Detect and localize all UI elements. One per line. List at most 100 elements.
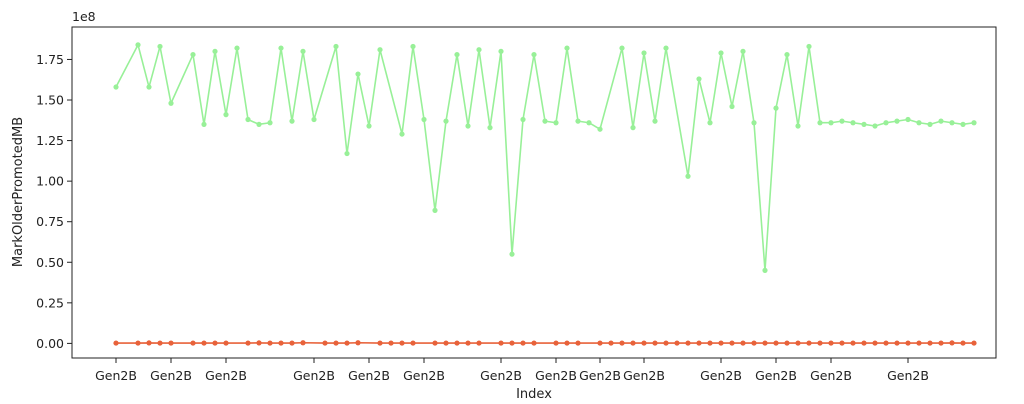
data-point: [289, 340, 295, 346]
data-point: [201, 121, 207, 127]
data-point: [278, 340, 284, 346]
data-point: [641, 340, 647, 346]
data-point: [399, 340, 405, 346]
data-point: [707, 120, 713, 126]
data-point: [729, 340, 735, 346]
data-point: [696, 76, 702, 82]
data-point: [707, 340, 713, 346]
data-point: [531, 51, 537, 58]
data-point: [190, 340, 196, 346]
data-point: [300, 48, 306, 54]
data-point: [377, 47, 383, 53]
data-point: [366, 123, 372, 129]
x-tick-label: Gen2B: [403, 368, 445, 383]
data-point: [564, 45, 570, 51]
x-tick-label: Gen2B: [205, 368, 247, 383]
data-point: [619, 45, 625, 51]
data-point: [663, 340, 669, 346]
x-tick-label: Gen2B: [623, 368, 665, 383]
data-point: [751, 340, 757, 346]
data-point: [267, 340, 273, 346]
data-point: [905, 340, 911, 346]
x-tick-label: Gen2B: [293, 368, 335, 383]
y-tick-label: 1.00: [36, 174, 64, 189]
data-point: [300, 340, 306, 346]
data-point: [938, 118, 944, 124]
data-point: [817, 340, 823, 346]
data-point: [927, 340, 933, 346]
data-point: [399, 131, 405, 137]
data-point: [311, 116, 317, 123]
data-point: [740, 340, 746, 346]
data-point: [190, 51, 196, 58]
data-point: [421, 116, 427, 123]
data-point: [157, 340, 163, 346]
data-point: [740, 48, 746, 54]
data-point: [388, 340, 394, 346]
data-point: [597, 340, 603, 346]
data-point: [157, 43, 163, 50]
data-point: [344, 340, 350, 346]
data-point: [729, 103, 735, 110]
data-point: [971, 340, 977, 346]
data-point: [817, 120, 823, 126]
data-point: [278, 45, 284, 51]
data-point: [212, 340, 218, 346]
y-tick-label: 0.50: [36, 255, 64, 270]
data-point: [498, 48, 504, 54]
y-tick-label: 0.75: [36, 214, 64, 229]
data-point: [509, 340, 515, 346]
data-point: [344, 150, 350, 157]
data-point: [872, 340, 878, 346]
x-axis: Gen2B Gen2B Gen2B Gen2B Gen2B Gen2B Gen2B Gen2B…: [95, 358, 929, 383]
y-tick-label: 1.25: [36, 133, 64, 148]
data-point: [520, 116, 526, 123]
x-tick-label: Gen2B: [700, 368, 742, 383]
data-point: [432, 340, 438, 346]
data-point: [234, 45, 240, 51]
data-point: [839, 340, 845, 346]
plot-frame: [71, 26, 997, 359]
data-point: [641, 50, 647, 56]
data-point: [619, 340, 625, 346]
data-point: [751, 120, 757, 126]
data-point: [333, 43, 339, 50]
data-point: [509, 251, 515, 257]
data-point: [652, 340, 658, 346]
data-point: [784, 340, 790, 346]
data-point: [927, 121, 933, 127]
data-point: [674, 340, 680, 346]
y-tick-label: 1.75: [36, 52, 64, 67]
data-point: [663, 45, 669, 51]
data-point: [861, 340, 867, 346]
data-point: [872, 123, 878, 129]
data-point: [289, 118, 295, 124]
data-point: [828, 340, 834, 346]
series-line: [115, 44, 975, 272]
data-point: [454, 340, 460, 346]
data-point: [773, 340, 779, 346]
data-point: [828, 120, 834, 126]
data-point: [201, 340, 207, 346]
data-point: [883, 120, 889, 126]
x-tick-label: Gen2B: [810, 368, 852, 383]
data-point: [949, 120, 955, 126]
x-tick-label: Gen2B: [755, 368, 797, 383]
data-point: [861, 121, 867, 127]
data-point: [443, 118, 449, 124]
data-point: [212, 48, 218, 54]
data-point: [410, 340, 416, 346]
y-offset-label: 1e8: [72, 9, 96, 24]
data-point: [608, 340, 614, 346]
data-point: [564, 340, 570, 346]
data-point: [894, 118, 900, 124]
y-tick-label: 0.25: [36, 295, 64, 310]
y-tick-label: 1.50: [36, 93, 64, 108]
data-point: [531, 340, 537, 346]
data-point: [146, 84, 152, 90]
data-point: [454, 51, 460, 58]
x-tick-label: Gen2B: [348, 368, 390, 383]
data-point: [487, 125, 493, 131]
data-point: [630, 125, 636, 131]
data-point: [762, 340, 768, 346]
